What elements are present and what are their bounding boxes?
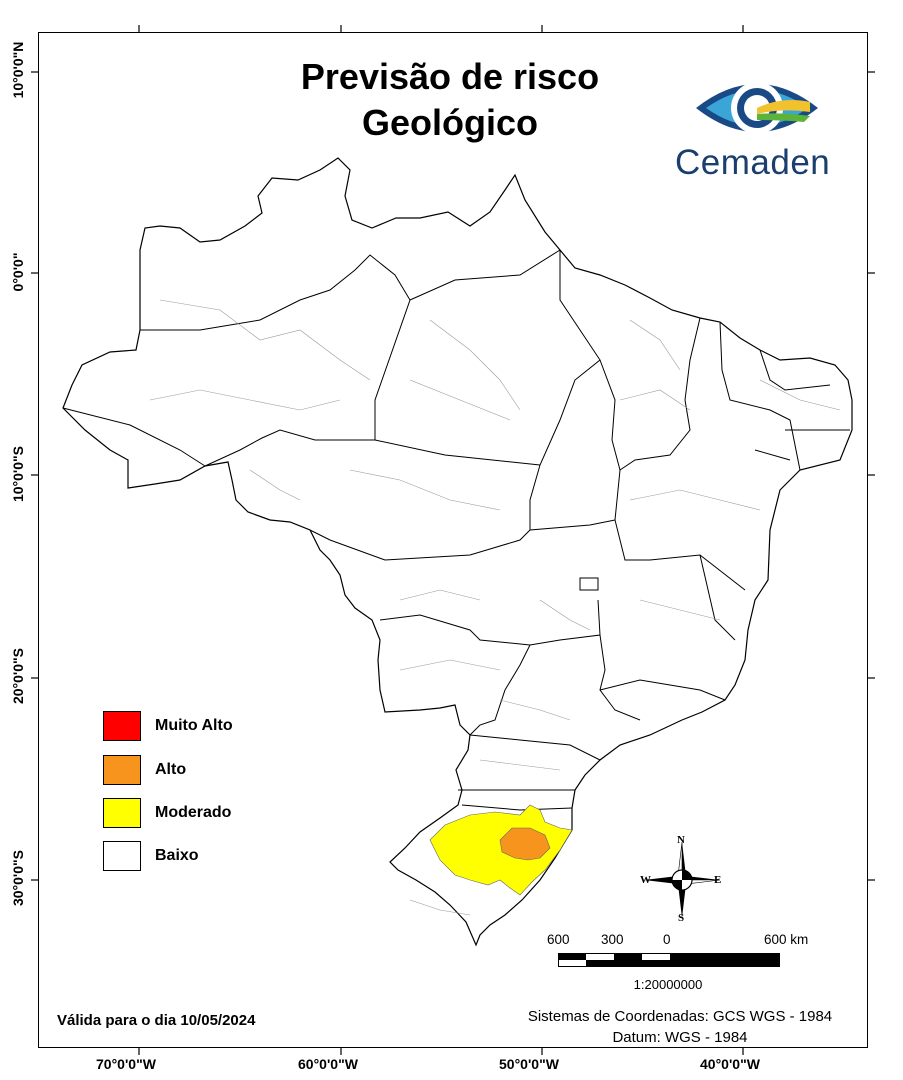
compass-s: S bbox=[678, 912, 685, 924]
scale-bar bbox=[558, 953, 780, 967]
brazil-outline bbox=[62, 157, 853, 947]
title-line-1: Previsão de risco bbox=[300, 56, 600, 97]
lon-label-50w: 50°0'0"W bbox=[499, 1056, 559, 1072]
compass-e: E bbox=[714, 874, 722, 886]
datum: Datum: WGS - 1984 bbox=[612, 1029, 748, 1046]
lat-label-10n: 10°0'0"N bbox=[10, 41, 26, 99]
compass-rose-icon bbox=[644, 841, 721, 918]
latitude-ticks bbox=[31, 71, 875, 881]
legend-label: Muito Alto bbox=[155, 717, 233, 734]
scale-label-0: 0 bbox=[663, 932, 671, 947]
state-borders bbox=[62, 249, 850, 811]
title-line-2: Geológico bbox=[361, 102, 538, 143]
legend-label: Moderado bbox=[155, 804, 232, 821]
lat-label-10s: 10°0'0"S bbox=[10, 445, 26, 503]
lat-label-0: 0°0'0" bbox=[10, 252, 26, 292]
map-title: Previsão de risco Geológico bbox=[200, 54, 700, 146]
lon-label-60w: 60°0'0"W bbox=[298, 1056, 358, 1072]
legend-swatch bbox=[103, 798, 141, 828]
logo-wordmark: Cemaden bbox=[675, 143, 831, 182]
legend-label: Alto bbox=[155, 761, 187, 778]
compass-n: N bbox=[677, 834, 685, 846]
legend-swatch bbox=[103, 755, 141, 785]
legend-swatch bbox=[103, 841, 141, 871]
eye-logo-icon bbox=[696, 82, 818, 134]
legend-label: Baixo bbox=[155, 847, 199, 864]
risk-region-alto bbox=[499, 827, 551, 861]
lon-label-70w: 70°0'0"W bbox=[96, 1056, 156, 1072]
valid-date: Válida para o dia 10/05/2024 bbox=[57, 1012, 256, 1029]
scale-label-300: 300 bbox=[601, 932, 624, 947]
legend-swatch bbox=[103, 711, 141, 741]
lat-label-20s: 20°0'0"S bbox=[10, 647, 26, 705]
risk-region-moderado bbox=[429, 804, 573, 896]
compass-w: W bbox=[640, 874, 651, 886]
lat-label-30s: 30°0'0"S bbox=[10, 849, 26, 907]
lon-label-40w: 40°0'0"W bbox=[700, 1056, 760, 1072]
scale-label-600-km: 600 km bbox=[764, 932, 809, 947]
coordinate-system: Sistemas de Coordenadas: GCS WGS - 1984 bbox=[527, 1008, 833, 1025]
scale-ratio: 1:20000000 bbox=[633, 977, 703, 992]
longitude-ticks bbox=[138, 25, 744, 1055]
mesoregion-borders bbox=[149, 299, 841, 916]
scale-label-600-left: 600 bbox=[547, 932, 570, 947]
